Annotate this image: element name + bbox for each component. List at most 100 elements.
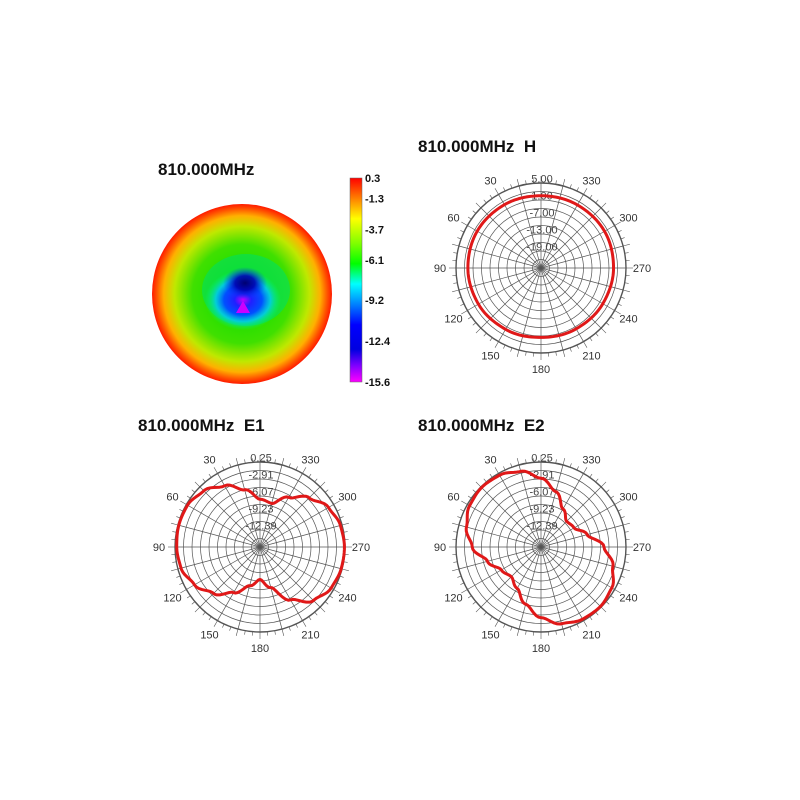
polar-tick-mark — [483, 199, 487, 204]
polar-tick-mark — [180, 589, 187, 594]
heatmap-panel: 810.000MHz 0.3 -1.3 -3.7 -6.1 -9.2 -12.4 -15.6 — [152, 160, 391, 389]
polar-radial-label: 0.25 — [531, 453, 552, 465]
polar-spoke — [467, 504, 542, 548]
polar-series-curve — [466, 194, 616, 339]
polar-tick-mark — [336, 582, 341, 585]
polar-tick-mark — [576, 623, 579, 628]
polar-angle-label: 180 — [251, 643, 269, 655]
polar-tick-mark — [620, 296, 625, 299]
polar-tick-mark — [489, 337, 493, 342]
polar-tick-mark — [569, 184, 572, 189]
polar-spoke — [259, 473, 303, 548]
polar-tick-mark — [605, 489, 610, 493]
polar-tick-mark — [475, 606, 482, 613]
colorbar-tick-label: 0.3 — [365, 173, 380, 185]
polar-tick-mark — [302, 467, 307, 474]
polar-tick-mark — [457, 575, 462, 578]
polar-spoke — [540, 267, 584, 342]
polar-tick-mark — [176, 575, 181, 578]
polar-spoke — [458, 245, 542, 269]
polar-tick-mark — [503, 623, 506, 628]
polar-spoke — [480, 486, 542, 548]
polar-angle-label: 90 — [434, 542, 446, 554]
polar-angle-label: 270 — [352, 542, 370, 554]
polar-spoke — [540, 504, 615, 548]
polar-spoke — [458, 546, 542, 570]
polar-title: 810.000MHz H — [418, 137, 536, 156]
polar-tick-mark — [525, 459, 527, 464]
polar-tick-mark — [623, 522, 630, 526]
polar-tick-mark — [208, 616, 212, 621]
polar-angle-label: 60 — [166, 492, 178, 504]
polar-angle-label: 90 — [153, 542, 165, 554]
polar-angle-label: 330 — [582, 176, 600, 188]
polar-spoke — [540, 546, 624, 570]
polar-tick-mark — [295, 466, 298, 471]
polar-tick-mark — [600, 481, 607, 488]
polar-tick-mark — [460, 303, 465, 306]
polar-angle-label: 150 — [481, 630, 499, 642]
polar-radial-label: -2.91 — [248, 470, 273, 482]
colorbar — [349, 177, 363, 383]
polar-tick-mark — [483, 478, 487, 483]
polar-tick-mark — [191, 601, 196, 605]
polar-tick-mark — [302, 620, 307, 627]
polar-tick-mark — [583, 188, 588, 195]
polar-tick-mark — [176, 516, 181, 519]
polar-tick-mark — [339, 575, 344, 578]
polar-tick-mark — [576, 466, 579, 471]
polar-angle-label: 150 — [200, 630, 218, 642]
colorbar-tick-label: -15.6 — [365, 377, 390, 389]
polar-angle-label: 30 — [484, 176, 496, 188]
polar-spoke — [498, 473, 542, 548]
polar-tick-mark — [288, 626, 291, 631]
polar-radial-label: -12.39 — [526, 521, 557, 533]
polar-tick-mark — [324, 601, 329, 605]
heatmap-min-spot — [236, 301, 250, 313]
polar-tick-mark — [467, 495, 472, 499]
polar-tick-mark — [333, 500, 340, 505]
polar-tick-mark — [274, 630, 276, 635]
polar-tick-mark — [461, 589, 468, 594]
polar-angle-label: 240 — [338, 593, 356, 605]
polar-tick-mark — [308, 473, 312, 478]
polar-angle-label: 60 — [447, 213, 459, 225]
polar-tick-mark — [510, 463, 513, 468]
polar-spoke — [259, 546, 343, 570]
polar-tick-mark — [467, 316, 472, 320]
polar-angle-label: 330 — [301, 455, 319, 467]
polar-spoke — [259, 546, 334, 590]
polar-tick-mark — [461, 310, 468, 315]
polar-tick-mark — [457, 296, 462, 299]
polar-tick-mark — [489, 616, 493, 621]
polar-tick-mark — [288, 463, 291, 468]
polar-tick-mark — [472, 322, 477, 326]
polar-tick-mark — [295, 623, 298, 628]
polar-tick-mark — [494, 467, 499, 474]
polar-spoke — [540, 225, 615, 269]
polar-tick-mark — [494, 620, 499, 627]
polar-tick-mark — [555, 630, 557, 635]
polar-tick-mark — [489, 194, 493, 199]
polar-spoke — [186, 546, 261, 590]
polar-tick-mark — [569, 347, 572, 352]
polar-tick-mark — [461, 500, 468, 505]
polar-spoke — [540, 185, 564, 269]
polar-tick-mark — [624, 252, 629, 254]
polar-tick-mark — [452, 289, 459, 293]
polar-tick-mark — [339, 516, 344, 519]
polar-tick-mark — [281, 458, 285, 465]
polar-tick-mark — [555, 351, 557, 356]
polar-radial-label: -9.23 — [529, 504, 554, 516]
polar-tick-mark — [186, 495, 191, 499]
polar-tick-mark — [472, 210, 477, 214]
polar-tick-mark — [342, 522, 349, 526]
polar-tick-mark — [600, 327, 607, 334]
polar-angle-label: 30 — [203, 455, 215, 467]
polar-tick-mark — [583, 341, 588, 348]
polar-tick-mark — [620, 516, 625, 519]
polar-radial-label: -2.91 — [529, 470, 554, 482]
polar-tick-mark — [179, 509, 184, 512]
polar-tick-mark — [457, 516, 462, 519]
polar-spoke — [467, 225, 542, 269]
